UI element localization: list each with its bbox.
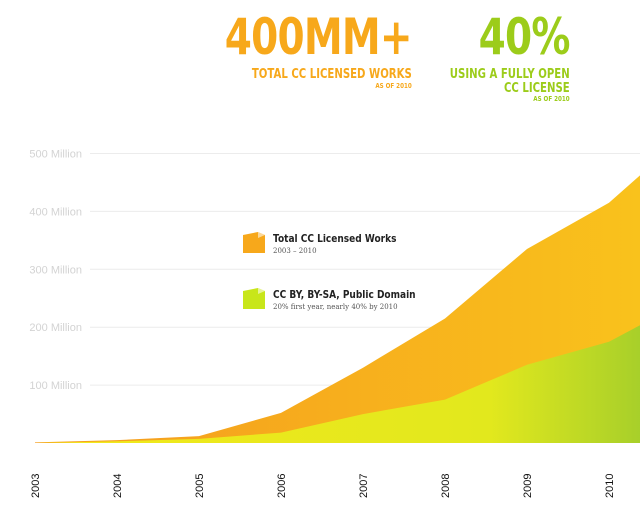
x-tick-label: 2003 bbox=[30, 474, 42, 498]
y-tick-label: 500 Million bbox=[29, 149, 82, 161]
legend-label: CC BY, BY-SA, Public Domain bbox=[273, 289, 416, 301]
series-area-open bbox=[35, 325, 640, 443]
legend-label: Total CC Licensed Works bbox=[273, 233, 396, 245]
y-axis-ticks: 100 Million 200 Million 300 Million 400 Mil… bbox=[29, 149, 82, 393]
legend-item-open: CC BY, BY-SA, Public Domain 20% first yea… bbox=[243, 288, 416, 311]
y-tick-label: 200 Million bbox=[29, 322, 82, 334]
legend: Total CC Licensed Works 2003 – 2010 CC BY,… bbox=[243, 232, 416, 311]
x-tick-label: 2004 bbox=[112, 474, 124, 498]
open-license-stat: 40% USING A FULLY OPEN CC LICENSE AS OF … bbox=[416, 8, 571, 104]
x-tick-label: 2010 bbox=[604, 474, 616, 498]
series-areas bbox=[35, 175, 640, 443]
total-works-label: TOTAL CC LICENSED WORKS bbox=[252, 67, 412, 82]
x-tick-label: 2008 bbox=[440, 474, 452, 498]
open-license-date: AS OF 2010 bbox=[533, 95, 570, 104]
y-tick-label: 300 Million bbox=[29, 264, 82, 276]
x-tick-label: 2009 bbox=[522, 474, 534, 498]
total-works-value: 400MM+ bbox=[224, 8, 413, 66]
y-tick-label: 400 Million bbox=[29, 206, 82, 218]
total-works-stat: 400MM+ TOTAL CC LICENSED WORKS AS OF 201… bbox=[172, 8, 413, 90]
x-axis-ticks: 2003 2004 2005 2006 2007 2008 2009 2010 bbox=[30, 474, 616, 498]
y-tick-label: 100 Million bbox=[29, 380, 82, 392]
x-tick-label: 2006 bbox=[276, 474, 288, 498]
series-area-total bbox=[35, 175, 640, 443]
legend-note: 2003 – 2010 bbox=[273, 247, 317, 255]
total-works-date: AS OF 2010 bbox=[375, 81, 412, 90]
open-license-label-line1: USING A FULLY OPEN bbox=[450, 67, 570, 82]
x-tick-label: 2005 bbox=[194, 474, 206, 498]
legend-note: 20% first year, nearly 40% by 2010 bbox=[273, 303, 398, 311]
open-license-label-line2: CC LICENSE bbox=[504, 80, 570, 96]
open-license-value: 40% bbox=[478, 8, 571, 66]
legend-item-total: Total CC Licensed Works 2003 – 2010 bbox=[243, 232, 396, 255]
x-tick-label: 2007 bbox=[358, 474, 370, 498]
